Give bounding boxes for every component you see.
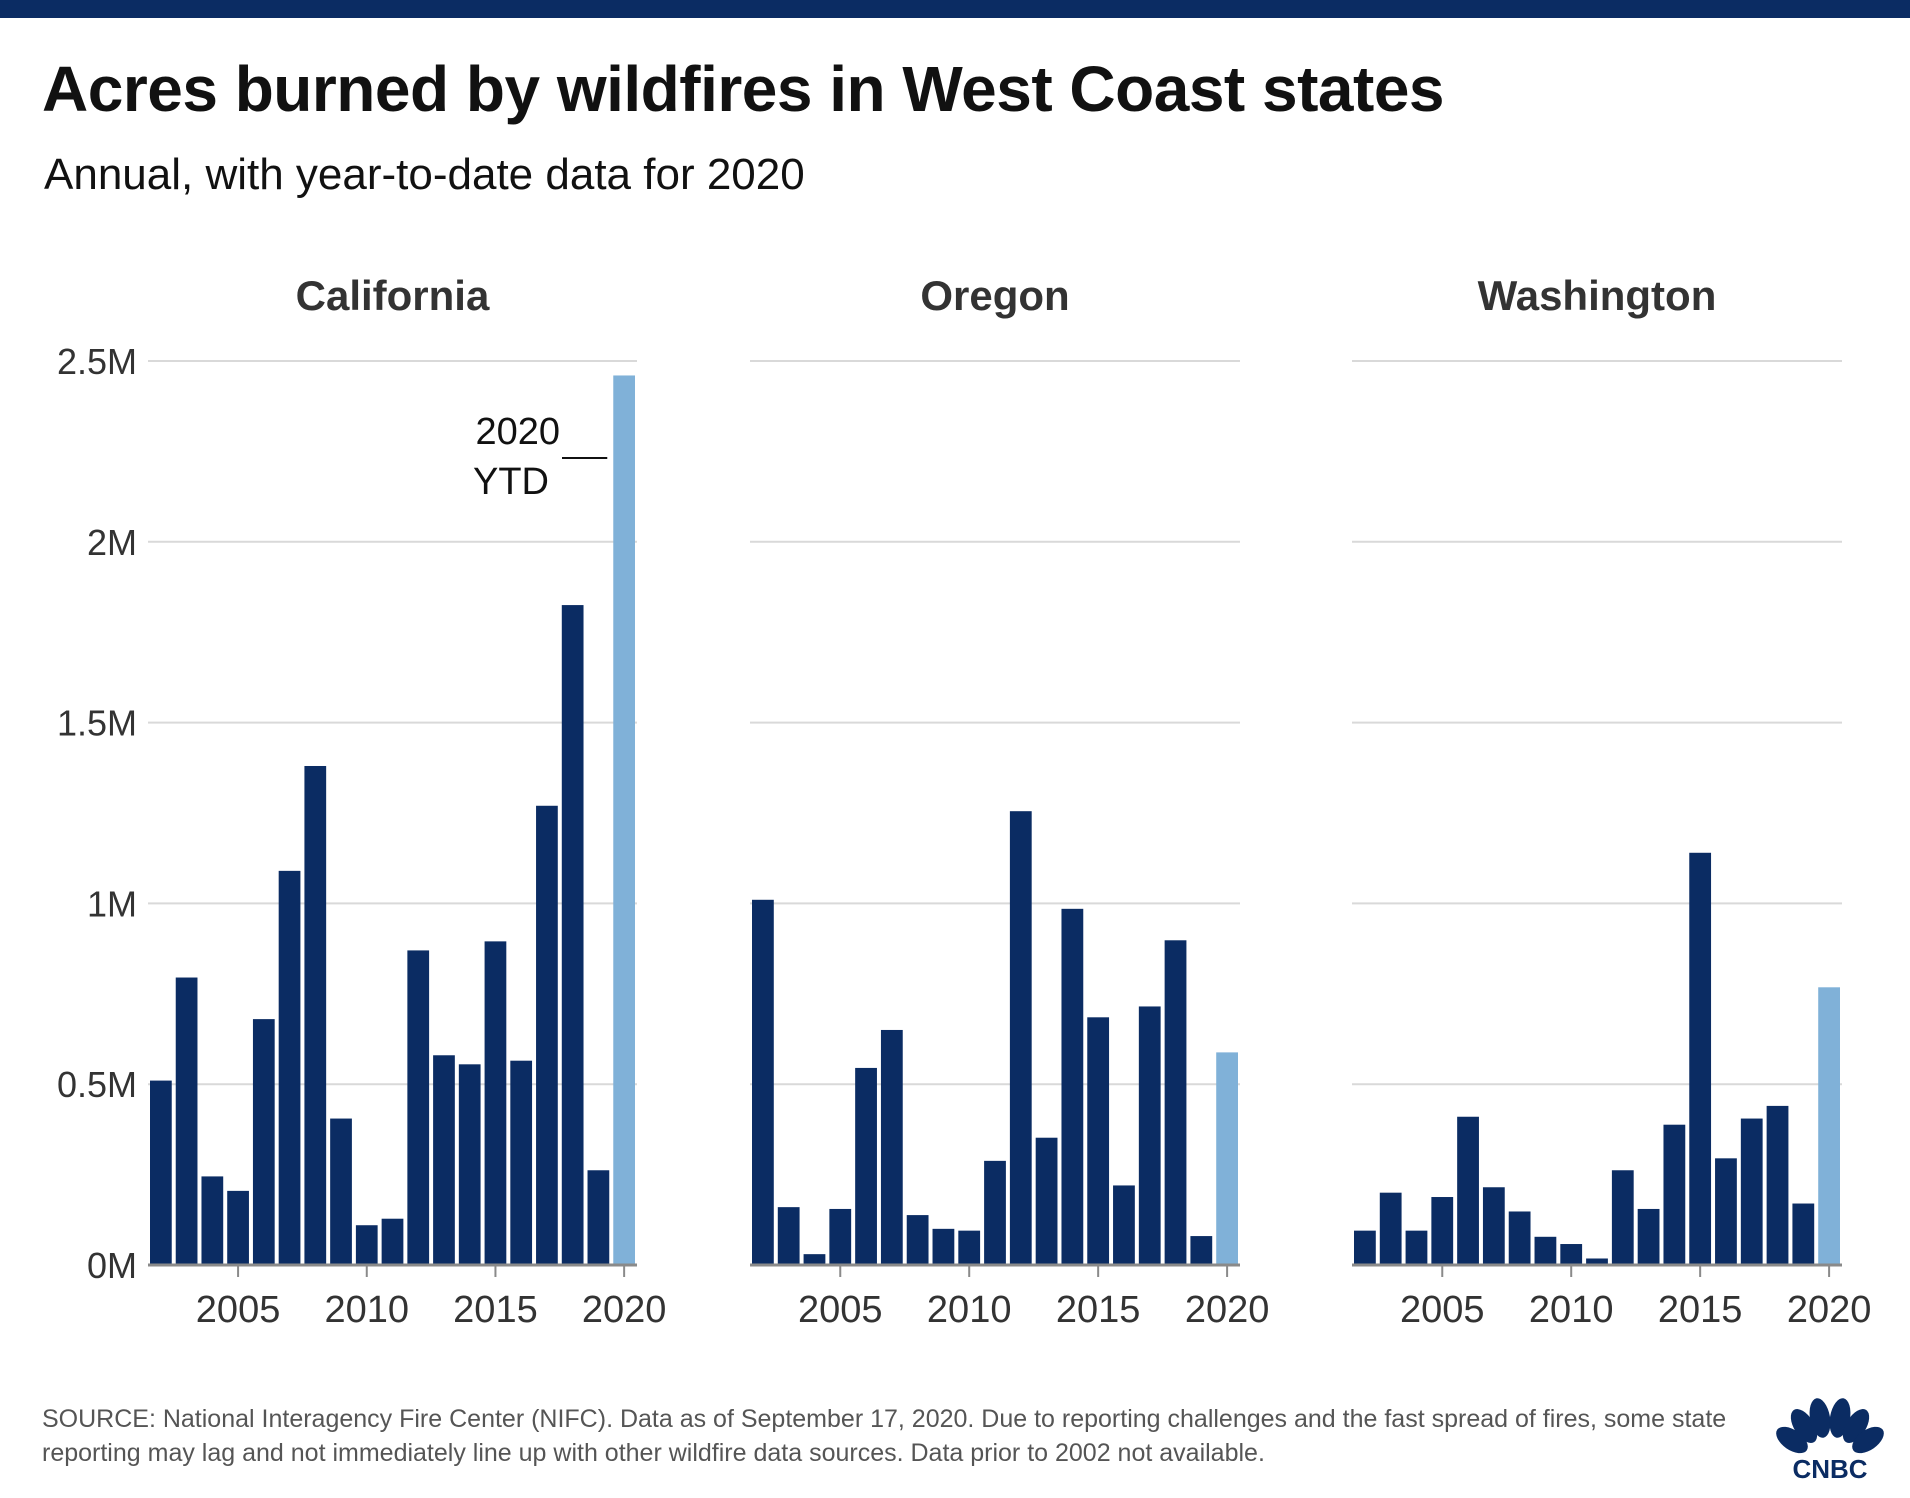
cnbc-wordmark: CNBC [1792,1454,1867,1482]
bar-2006 [855,1067,877,1265]
small-multiples-chart: California 0M 0.5M 1M 1.5M 2M 2.5M 2005 2010 2015… [57,272,1872,1331]
bar-2017 [1138,1006,1161,1265]
bar-2019 [587,1170,610,1265]
x-tick-label: 2015 [453,1289,538,1331]
bar-2011 [1586,1258,1608,1265]
bar-2004 [803,1254,826,1265]
chart-title: Acres burned by wildfires in West Coast … [42,53,1445,125]
bar-2008 [304,765,327,1265]
chart-subtitle: Annual, with year-to-date data for 2020 [44,150,805,199]
x-tick-label: 2010 [1529,1289,1614,1331]
bar-2007 [1482,1187,1505,1265]
bar-2005 [227,1190,249,1265]
bar-2016 [1715,1158,1737,1265]
bar-2003 [777,1207,800,1265]
bar-2020 [1216,1052,1238,1265]
bar-2007 [278,870,301,1265]
panel-title: Oregon [920,272,1069,319]
x-tick-label: 2020 [582,1289,667,1331]
x-tick-label: 2015 [1658,1289,1743,1331]
bar-2011 [984,1160,1006,1265]
bar-2005 [1431,1197,1454,1265]
x-tick-label: 2010 [324,1289,409,1331]
bar-2014 [1663,1124,1686,1265]
bar-2003 [1379,1192,1402,1265]
x-tick-label: 2020 [1787,1289,1872,1331]
bar-2014 [1061,908,1084,1265]
bar-2006 [1457,1116,1479,1265]
bar-2009 [1534,1236,1557,1265]
y-tick-label: 2M [87,522,137,563]
bar-2010 [1560,1244,1583,1265]
bar-2018 [561,605,584,1265]
bar-2017 [1740,1118,1763,1265]
bar-2019 [1792,1203,1815,1265]
x-tick-label: 2005 [196,1289,281,1331]
x-tick-label: 2020 [1185,1289,1270,1331]
bar-2006 [252,1019,275,1265]
bar-2015 [484,941,507,1265]
bar-2003 [175,977,198,1265]
bar-2008 [906,1215,929,1265]
bar-2020 [1818,987,1840,1265]
bar-2020 [613,375,635,1265]
bar-2010 [958,1230,981,1265]
bar-2010 [355,1225,378,1265]
bar-2012 [1611,1170,1634,1265]
bar-2018 [1766,1105,1789,1265]
bar-2012 [407,950,430,1265]
bar-2018 [1164,940,1187,1265]
y-tick-label: 0M [87,1245,137,1286]
top-accent-bar [0,0,1910,18]
y-tick-label: 2.5M [57,341,137,382]
bar-2009 [932,1228,955,1265]
y-tick-label: 0.5M [57,1064,137,1105]
panel-title: California [296,272,490,319]
y-tick-label: 1.5M [57,703,137,744]
y-tick-label: 1M [87,883,137,924]
bar-2013 [1035,1137,1058,1265]
cnbc-peacock-logo: CNBC [1776,1398,1884,1482]
bar-2016 [1113,1185,1135,1265]
bar-2002 [1354,1230,1376,1265]
bar-2016 [510,1060,533,1265]
bar-2013 [1637,1208,1660,1265]
bar-2009 [330,1118,352,1265]
annotation-label-year: 2020 [475,411,560,453]
bar-2005 [829,1208,852,1265]
bar-2004 [1405,1230,1428,1265]
bar-2011 [381,1218,404,1265]
bar-2012 [1009,811,1032,1265]
bar-2002 [150,1080,172,1265]
bar-2007 [880,1029,903,1265]
bar-2002 [752,899,774,1265]
bar-2017 [536,805,558,1265]
x-tick-label: 2005 [1400,1289,1485,1331]
bar-2014 [458,1064,481,1265]
x-tick-label: 2010 [927,1289,1012,1331]
panel-title: Washington [1478,272,1717,319]
source-note: SOURCE: National Interagency Fire Center… [42,1405,1727,1467]
bar-2019 [1190,1236,1213,1265]
bar-2013 [433,1055,455,1265]
bar-2004 [201,1176,224,1265]
bar-2015 [1087,1017,1110,1265]
x-tick-label: 2015 [1056,1289,1141,1331]
x-tick-label: 2005 [798,1289,883,1331]
annotation-label-ytd: YTD [473,461,549,503]
bar-2015 [1689,852,1712,1265]
bar-2008 [1508,1211,1531,1265]
